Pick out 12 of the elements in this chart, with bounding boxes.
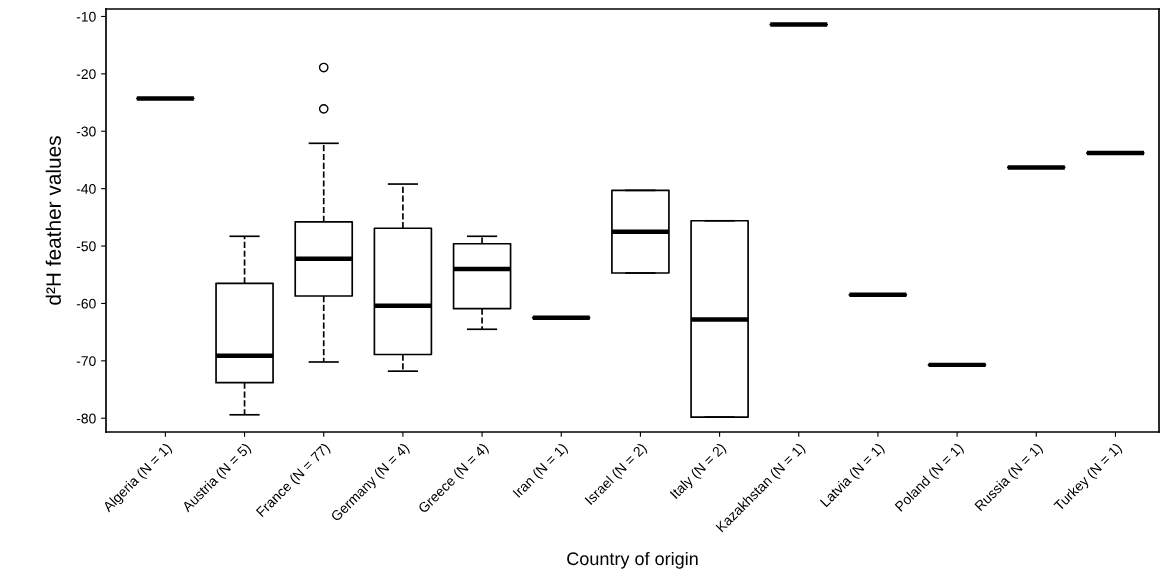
y-tick-label: -40 [76, 183, 96, 194]
x-axis-title: Country of origin [567, 551, 698, 569]
y-tick-label: -50 [76, 241, 96, 252]
y-axis-title: d²H feather values [45, 136, 61, 305]
y-tick-label: -20 [76, 69, 96, 80]
y-tick-label: -10 [76, 11, 96, 22]
y-tick-label: -70 [76, 356, 96, 366]
y-tick-label: -60 [76, 298, 96, 309]
y-tick-label: -30 [76, 126, 96, 137]
x-tick-label: Italy (N = 2) [669, 442, 729, 501]
x-tick-label: Iran (N = 1) [512, 442, 570, 500]
y-tick-label: -80 [76, 413, 96, 424]
